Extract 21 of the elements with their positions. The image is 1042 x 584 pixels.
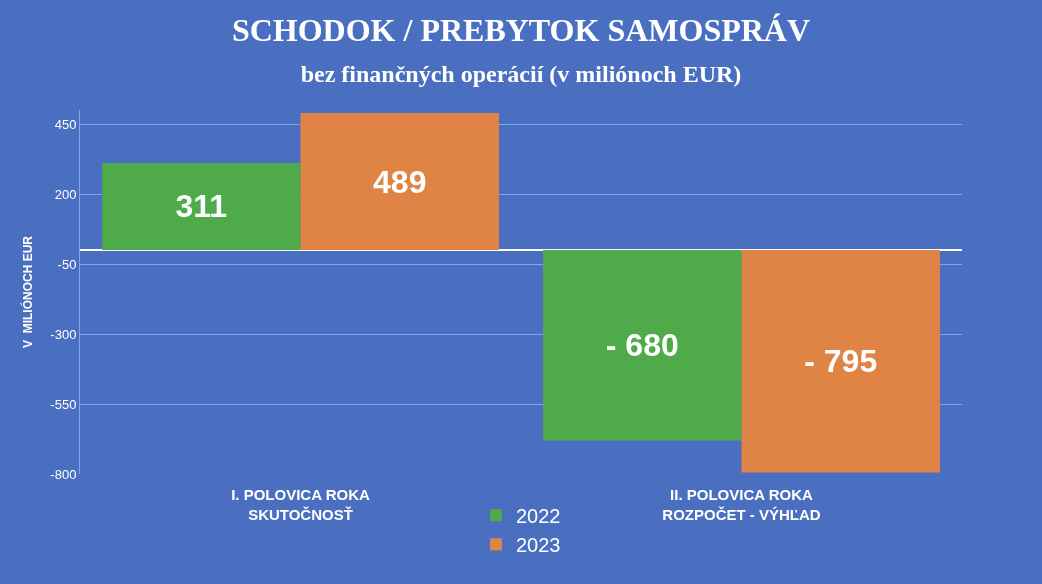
bar bbox=[102, 162, 301, 250]
x-tick-label: I. POLOVICA ROKA SKUTOČNOSŤ bbox=[231, 486, 370, 523]
data-label: - 680 bbox=[605, 327, 679, 364]
bar bbox=[300, 113, 499, 250]
y-tick-label: -800 bbox=[50, 466, 77, 482]
bar bbox=[741, 250, 940, 473]
y-tick-label: -550 bbox=[50, 396, 77, 412]
data-label: - 795 bbox=[804, 343, 878, 380]
bar bbox=[543, 250, 742, 441]
x-tick-label: II. POLOVICA ROKA ROZPOČET - VÝHĽAD bbox=[662, 486, 821, 523]
y-tick-label: -50 bbox=[57, 256, 77, 272]
data-label: 489 bbox=[373, 163, 427, 200]
chart-title: SCHODOK / PREBYTOK SAMOSPRÁV bbox=[231, 11, 811, 48]
y-tick-label: -300 bbox=[50, 326, 77, 342]
y-tick-label: 450 bbox=[54, 116, 77, 132]
y-axis-title: V MILIÓNOCH EUR bbox=[19, 235, 35, 349]
legend-label: 2023 bbox=[516, 534, 561, 557]
legend-label: 2022 bbox=[516, 505, 561, 528]
chart-subtitle: bez finančných operácií (v miliónoch EUR) bbox=[300, 61, 742, 88]
data-label: 311 bbox=[175, 188, 228, 225]
y-tick-label: 200 bbox=[54, 186, 77, 202]
